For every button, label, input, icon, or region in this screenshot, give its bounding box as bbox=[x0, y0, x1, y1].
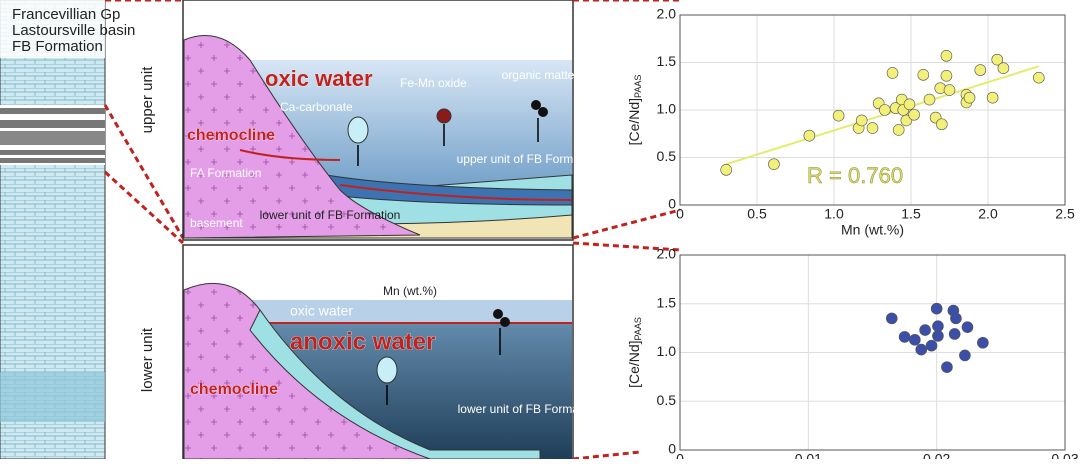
y-axis-label-sub: PAAS bbox=[633, 75, 643, 98]
y-tick-label: 1.5 bbox=[657, 53, 677, 69]
point bbox=[977, 336, 989, 349]
point bbox=[974, 64, 987, 76]
x-tick-label: 2.0 bbox=[978, 206, 998, 222]
unit-label: upper unit bbox=[139, 66, 156, 134]
point bbox=[935, 118, 948, 131]
point bbox=[941, 361, 953, 373]
point bbox=[903, 98, 916, 111]
x-tick-label: 0 bbox=[676, 206, 684, 222]
lower-diagram: Mn (wt.%) oxic water anoxic water chemoc… bbox=[182, 244, 599, 460]
x-tick-label: 1.0 bbox=[824, 206, 844, 222]
point bbox=[950, 312, 962, 325]
label: lower unit of FB Formation bbox=[260, 208, 401, 222]
point bbox=[720, 164, 733, 176]
y-axis-label: [Ce/Nd]PAAS bbox=[626, 317, 644, 388]
label: oxic water bbox=[265, 66, 373, 91]
point bbox=[932, 320, 944, 332]
annotation: R = 0.760 bbox=[807, 163, 903, 188]
point bbox=[940, 70, 953, 82]
label: organic matter bbox=[502, 68, 579, 82]
unit-label: lower unit bbox=[139, 327, 156, 392]
label: upper unit of FB Formation bbox=[457, 152, 600, 166]
y-tick-label: 0 bbox=[668, 441, 676, 457]
y-tick-label: 1.0 bbox=[657, 343, 677, 359]
point bbox=[866, 122, 879, 134]
column-title: Lastoursville basin bbox=[12, 22, 135, 39]
point bbox=[915, 343, 928, 356]
point bbox=[932, 330, 944, 342]
point bbox=[885, 312, 898, 325]
x-tick-label: 2.5 bbox=[1055, 206, 1075, 222]
x-tick-label: 0.5 bbox=[747, 206, 767, 222]
y-axis-label-main: [Ce/Nd] bbox=[626, 98, 642, 145]
y-tick-label: 0.5 bbox=[657, 148, 677, 164]
point bbox=[768, 158, 780, 170]
point bbox=[832, 109, 845, 122]
point bbox=[803, 129, 816, 142]
x-tick-label: 0 bbox=[676, 451, 684, 459]
x-tick-label: 0.01 bbox=[795, 451, 822, 459]
plot-frame bbox=[679, 254, 1066, 451]
y-tick-label: 1.0 bbox=[657, 101, 677, 117]
point bbox=[917, 69, 930, 81]
column-title: Francevillian Gp bbox=[12, 6, 120, 23]
label: lower unit of FB Formation bbox=[458, 402, 599, 416]
label: Fe-Mn oxide bbox=[400, 76, 467, 90]
label: chemocline bbox=[187, 127, 275, 144]
label: FA Formation bbox=[190, 166, 261, 180]
x-tick-label: 0.03 bbox=[1051, 451, 1078, 459]
y-axis-label-main: [Ce/Nd] bbox=[626, 340, 642, 387]
point bbox=[959, 349, 971, 362]
point bbox=[997, 62, 1010, 74]
upper-diagram: oxic water Fe-Mn oxide organic matter Ca… bbox=[182, 0, 600, 241]
point bbox=[961, 321, 974, 333]
point bbox=[948, 328, 961, 340]
label: oxic water bbox=[290, 303, 353, 319]
point bbox=[879, 104, 891, 116]
point bbox=[886, 67, 899, 79]
x-axis-label: Mn (wt.%) bbox=[841, 222, 904, 238]
y-tick-label: 0.5 bbox=[657, 392, 677, 408]
point bbox=[898, 331, 911, 343]
point bbox=[925, 339, 938, 352]
y-axis-label: [Ce/Nd]PAAS bbox=[626, 75, 644, 146]
y-tick-label: 2.0 bbox=[657, 6, 677, 22]
point bbox=[991, 53, 1004, 66]
column-title: FB Formation bbox=[12, 38, 103, 55]
x-tick-label: 0.02 bbox=[923, 451, 950, 459]
y-tick-label: 1.5 bbox=[657, 294, 677, 310]
point bbox=[943, 84, 956, 96]
point bbox=[909, 334, 921, 346]
point bbox=[940, 50, 953, 62]
x-tick-label: 1.5 bbox=[901, 206, 921, 222]
y-tick-label: 0 bbox=[668, 196, 676, 212]
label: basement bbox=[190, 216, 243, 230]
point bbox=[986, 91, 999, 104]
point bbox=[1033, 71, 1045, 84]
point bbox=[908, 108, 920, 121]
label: Ca-carbonate bbox=[280, 100, 353, 114]
label: anoxic water bbox=[290, 328, 435, 355]
point bbox=[855, 114, 868, 127]
y-axis-label-sub: PAAS bbox=[633, 317, 643, 340]
label: Mn (wt.%) bbox=[383, 284, 437, 298]
point bbox=[919, 324, 931, 336]
y-tick-label: 2.0 bbox=[657, 246, 677, 262]
point bbox=[930, 302, 943, 315]
point bbox=[963, 91, 976, 104]
point bbox=[892, 124, 905, 136]
point bbox=[923, 93, 936, 106]
label: chemocline bbox=[190, 381, 278, 398]
plot-frame bbox=[679, 14, 1066, 206]
strat-column: Francevillian Gp Lastoursville basin FB … bbox=[0, 0, 135, 460]
